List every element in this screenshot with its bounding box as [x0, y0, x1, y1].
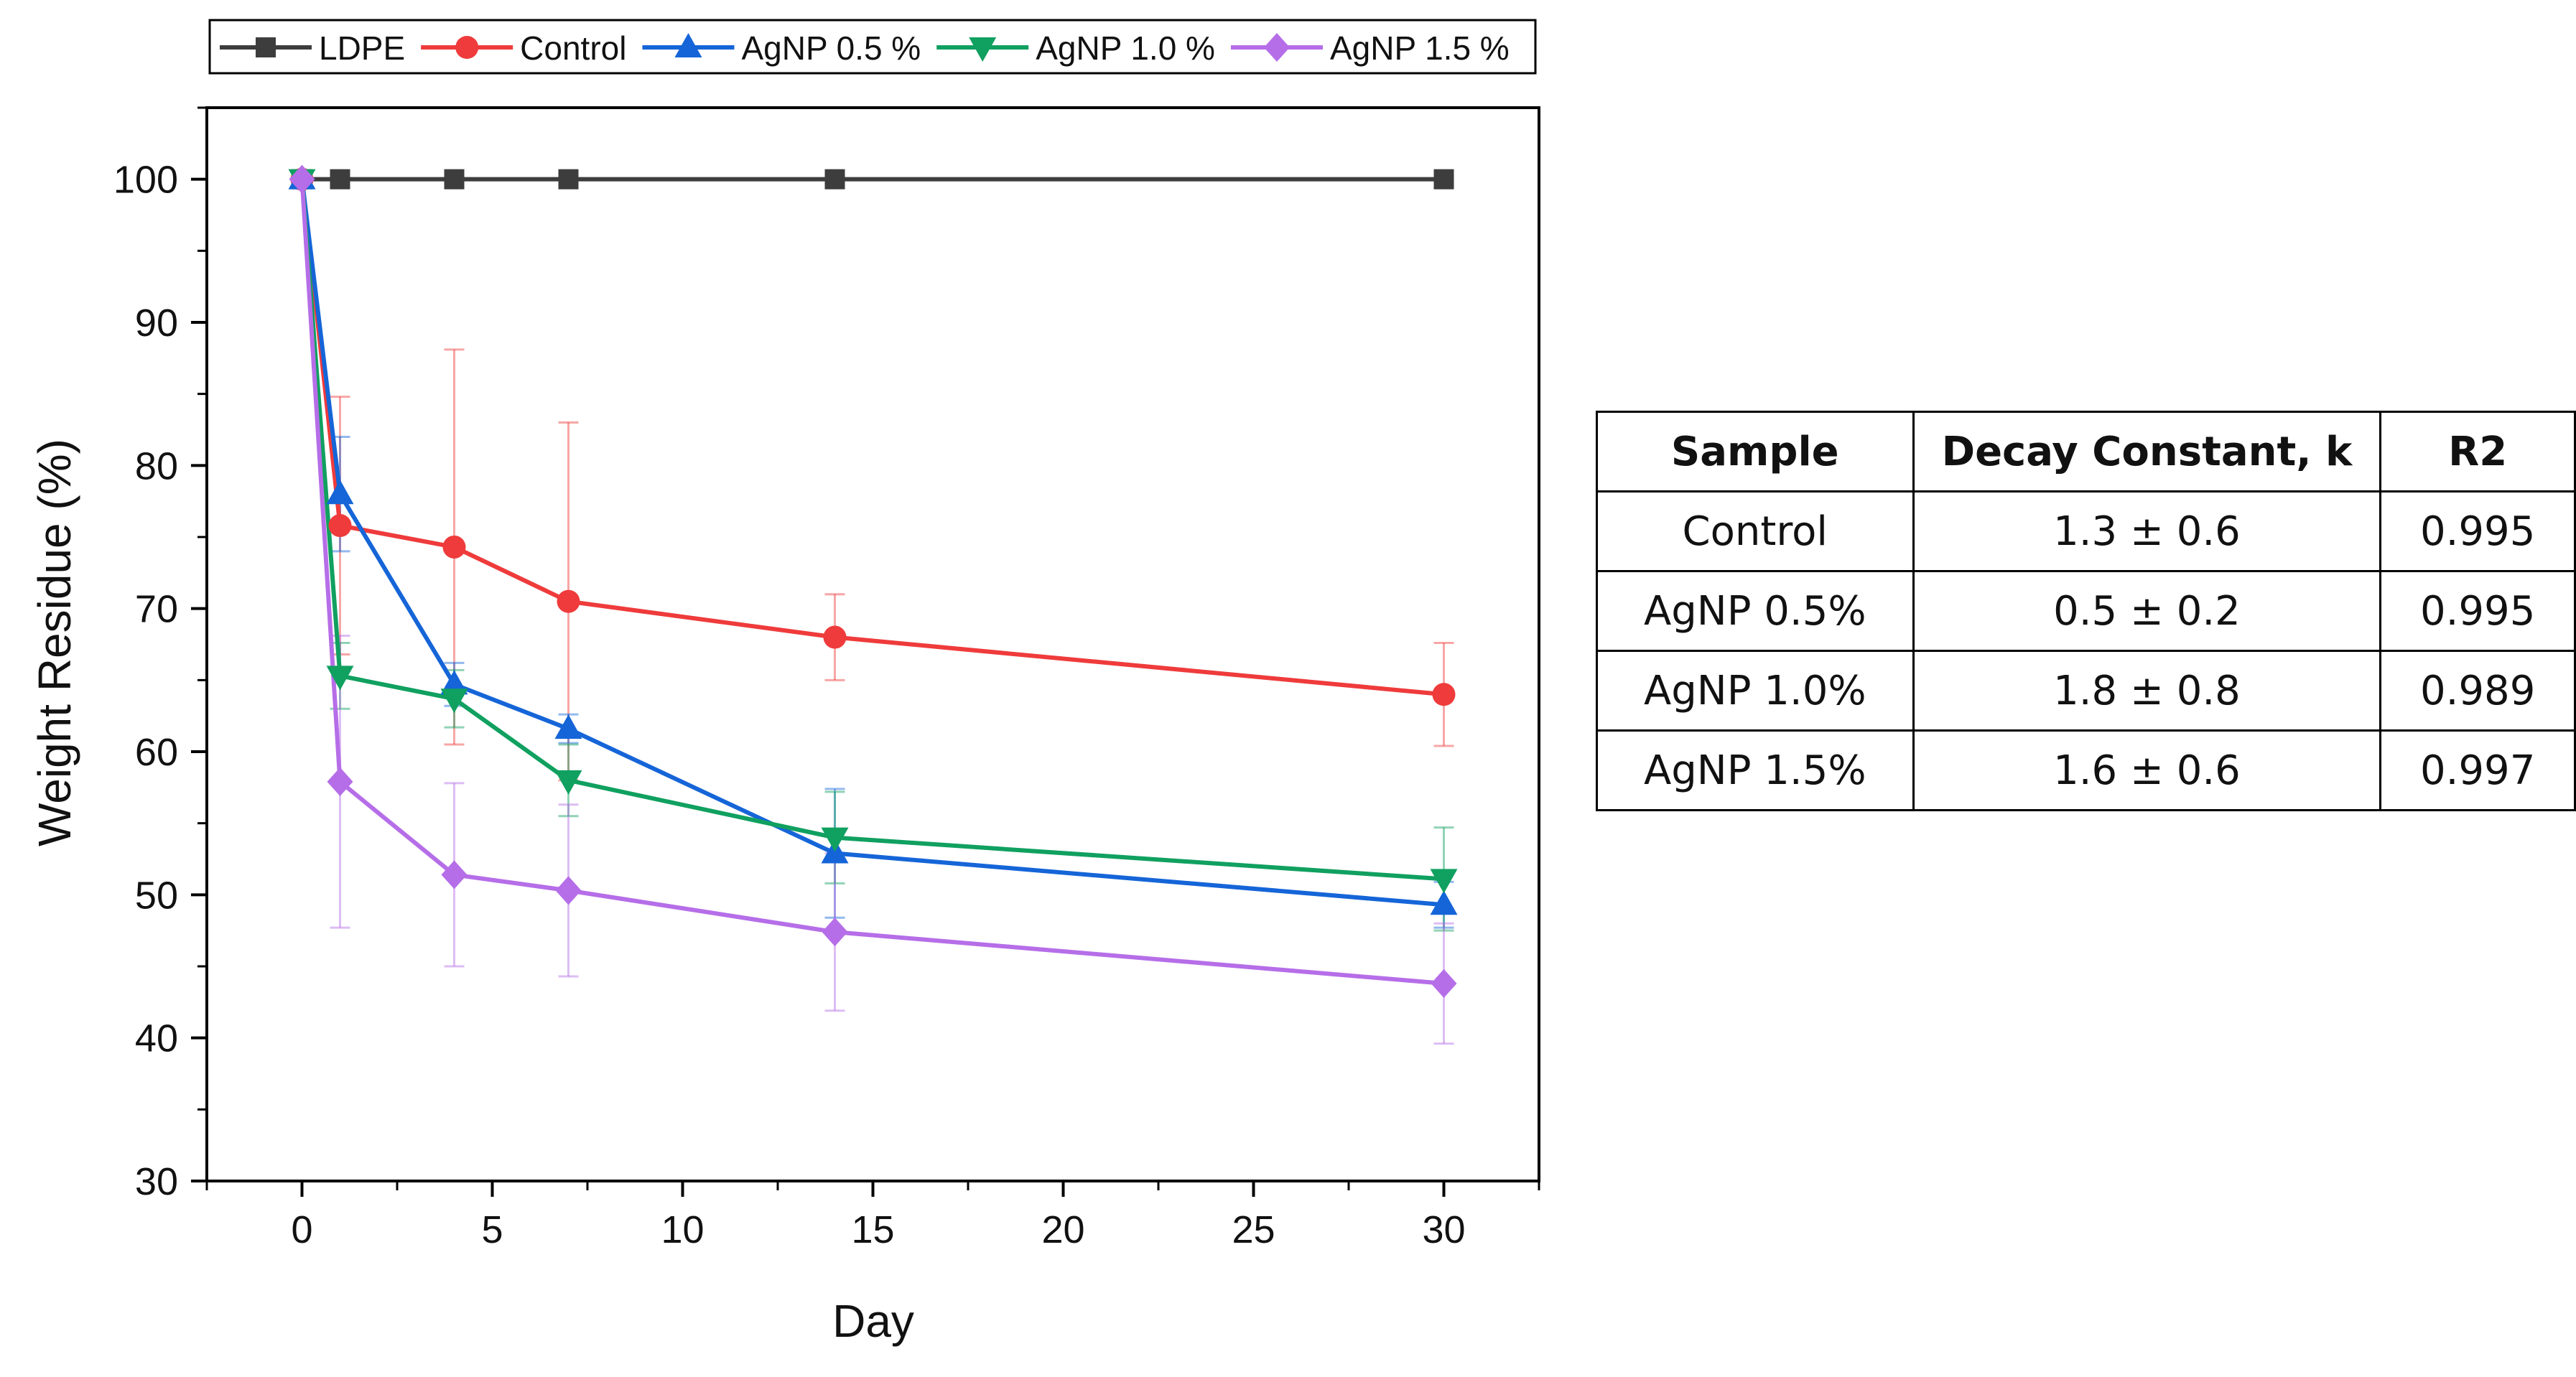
x-tick-label: 10 [661, 1208, 704, 1251]
cell-sample: AgNP 0.5% [1596, 570, 1915, 652]
data-point [326, 480, 354, 505]
header-decay-constant: Decay Constant, k [1912, 411, 2382, 493]
data-point [1432, 683, 1456, 706]
y-tick-label: 40 [135, 1017, 178, 1060]
data-point [558, 169, 579, 190]
data-point [441, 860, 468, 890]
series-line [299, 179, 1444, 882]
data-point [327, 767, 353, 796]
cell-r2: 0.989 [2379, 650, 2576, 732]
legend: LDPE Control AgNP 0.5 % AgNP 1.0 % AgNP 1.5 … [208, 19, 1537, 75]
x-tick-label: 30 [1422, 1208, 1465, 1251]
data-point [822, 918, 848, 947]
data-point [444, 169, 465, 190]
cell-decay-constant: 1.6 ± 0.6 [1912, 729, 2382, 811]
table-header-row: Sample Decay Constant, k R2 [1596, 411, 2576, 493]
x-tick-label: 0 [291, 1208, 312, 1251]
cell-decay-constant: 0.5 ± 0.2 [1912, 570, 2382, 652]
x-tick-label: 25 [1232, 1208, 1275, 1251]
data-point [823, 625, 847, 649]
y-tick-label: 60 [135, 731, 178, 774]
y-tick-label: 50 [135, 874, 178, 917]
data-point [440, 670, 468, 695]
data-point [554, 714, 582, 739]
x-axis-label: Day [832, 1295, 914, 1347]
data-point [1433, 169, 1454, 190]
data-point [554, 770, 582, 795]
cell-decay-constant: 1.8 ± 0.8 [1912, 650, 2382, 732]
data-point [440, 688, 468, 714]
data-point [1430, 890, 1458, 915]
data-point [330, 169, 350, 190]
series-line [299, 179, 1444, 986]
table-row: AgNP 0.5% 0.5 ± 0.2 0.995 [1596, 570, 2576, 652]
y-tick-label: 70 [135, 588, 178, 631]
cell-r2: 0.995 [2379, 490, 2576, 572]
table-row: AgNP 1.0% 1.8 ± 0.8 0.989 [1596, 650, 2576, 732]
data-point [1430, 869, 1458, 894]
legend-label: AgNP 1.0 % [1036, 29, 1215, 67]
series-line [299, 179, 1444, 907]
legend-label: LDPE [319, 29, 405, 67]
y-tick-label: 90 [135, 302, 178, 345]
data-point [821, 827, 849, 852]
legend-marker [1263, 33, 1290, 62]
y-tick-label: 80 [135, 444, 178, 487]
legend-marker [969, 37, 997, 62]
table-row: Control 1.3 ± 0.6 0.995 [1596, 490, 2576, 572]
legend-marker [256, 37, 276, 57]
y-tick-label: 100 [113, 159, 178, 202]
decay-constant-table: Sample Decay Constant, k R2 Control 1.3 … [1596, 411, 2576, 811]
table-row: AgNP 1.5% 1.6 ± 0.6 0.997 [1596, 729, 2576, 811]
weight-residue-chart: LDPE Control AgNP 0.5 % AgNP 1.0 % AgNP 1.5 … [29, 19, 1540, 1347]
cell-sample: AgNP 1.5% [1596, 729, 1915, 811]
data-point [326, 666, 354, 691]
x-tick-label: 5 [481, 1208, 503, 1251]
cell-r2: 0.995 [2379, 570, 2576, 652]
data-point [442, 535, 466, 559]
legend-marker [674, 33, 702, 57]
header-sample: Sample [1596, 411, 1915, 493]
legend-label: Control [520, 29, 626, 67]
series-lines [299, 177, 1444, 986]
legend-label: AgNP 1.5 % [1330, 29, 1510, 67]
y-tick-label: 30 [135, 1160, 178, 1203]
data-point [1431, 968, 1457, 998]
x-tick-label: 15 [851, 1208, 894, 1251]
data-point [557, 589, 580, 613]
series-line [299, 179, 1444, 697]
cell-sample: Control [1596, 490, 1915, 572]
plot-frame [205, 106, 1540, 1182]
error-bars [330, 348, 1454, 1045]
series-markers [288, 164, 1458, 998]
plot-axes: 0 5 10 15 20 25 30 30 40 50 60 70 80 90 100 [113, 106, 1540, 1251]
data-point [328, 514, 352, 538]
legend-label: AgNP 0.5 % [741, 29, 921, 67]
data-point [555, 876, 582, 905]
legend-marker [455, 36, 479, 59]
cell-sample: AgNP 1.0% [1596, 650, 1915, 732]
decay-constant-table-wrapper: Sample Decay Constant, k R2 Control 1.3 … [1596, 411, 2576, 811]
data-point [289, 164, 315, 194]
y-axis-label: Weight Residue (%) [29, 439, 80, 846]
header-r2: R2 [2379, 411, 2576, 493]
cell-r2: 0.997 [2379, 729, 2576, 811]
data-point [824, 169, 845, 190]
cell-decay-constant: 1.3 ± 0.6 [1912, 490, 2382, 572]
x-tick-label: 20 [1041, 1208, 1084, 1251]
